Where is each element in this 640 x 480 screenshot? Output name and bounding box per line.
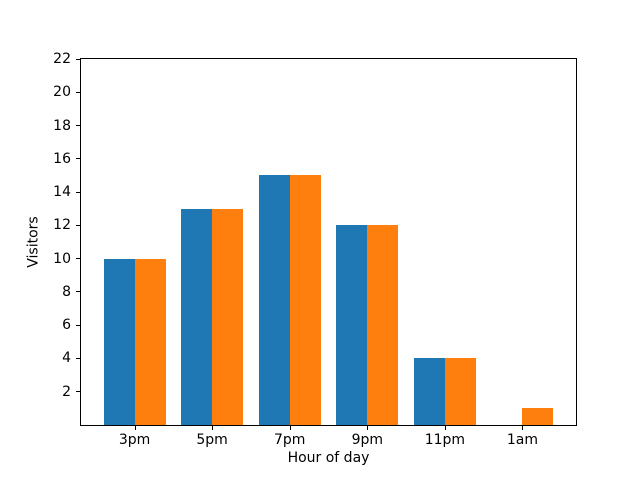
y-tick-mark (76, 258, 80, 260)
y-tick-mark (76, 58, 80, 60)
x-tick-label: 5pm (196, 432, 228, 448)
x-tick-mark (367, 426, 369, 430)
y-tick-mark (76, 391, 80, 393)
bar (336, 225, 368, 425)
y-tick-mark (76, 191, 80, 193)
x-tick-mark (444, 426, 446, 430)
y-tick-mark (76, 158, 80, 160)
y-tick-label: 22 (53, 51, 71, 67)
plot-area (80, 58, 577, 426)
y-tick-label: 16 (53, 150, 71, 167)
x-tick-mark (134, 426, 136, 430)
y-tick-label: 14 (53, 184, 71, 201)
x-tick-label: 3pm (118, 432, 151, 448)
bar (212, 208, 244, 425)
y-tick-mark (76, 291, 80, 293)
y-tick-label: 4 (62, 350, 71, 367)
y-tick-label: 20 (53, 84, 71, 101)
y-tick-mark (76, 91, 80, 93)
bar (181, 208, 213, 425)
x-tick-mark (522, 426, 524, 430)
x-tick-mark (212, 426, 214, 430)
bar (103, 258, 135, 425)
y-tick-mark (76, 224, 80, 226)
bar (413, 358, 445, 425)
y-tick-label: 8 (62, 283, 71, 300)
bar (134, 258, 166, 425)
bar (522, 408, 554, 425)
x-tick-label: 7pm (273, 432, 306, 448)
y-tick-label: 10 (53, 250, 71, 267)
y-tick-label: 2 (62, 383, 71, 400)
x-tick-label: 9pm (351, 432, 383, 448)
y-tick-mark (76, 324, 80, 326)
y-tick-mark (76, 125, 80, 127)
x-tick-label: 11pm (424, 432, 466, 448)
y-tick-label: 6 (62, 317, 71, 334)
bar (289, 175, 321, 425)
x-tick-label: 1am (506, 432, 539, 448)
bar (258, 175, 290, 425)
y-tick-label: 12 (53, 217, 71, 234)
x-tick-mark (289, 426, 291, 430)
bar (367, 225, 399, 425)
bar (444, 358, 476, 425)
x-axis-label: Hour of day (287, 450, 370, 466)
y-tick-mark (76, 357, 80, 359)
y-tick-label: 18 (53, 117, 71, 134)
